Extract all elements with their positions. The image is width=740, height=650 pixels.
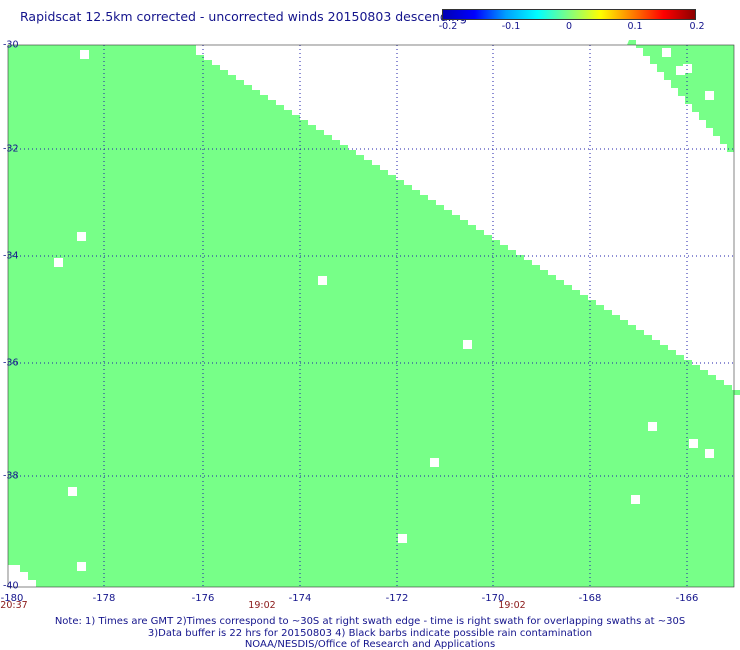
lon-label: -166 — [675, 593, 699, 604]
lat-label: -40 — [3, 580, 19, 592]
time-label: 20:37 — [0, 600, 28, 611]
missing-data-cell — [463, 340, 472, 349]
map-frame — [7, 44, 735, 588]
lat-label: -30 — [3, 39, 19, 51]
lat-label: -32 — [3, 143, 19, 155]
missing-data-cell — [683, 64, 692, 73]
missing-data-cell — [705, 449, 714, 458]
lat-label: -34 — [3, 250, 19, 262]
colorbar-tick-label: 0.2 — [689, 21, 705, 32]
color-scale-bar — [442, 9, 696, 20]
lon-label: -176 — [191, 593, 215, 604]
main-swath-polygon — [8, 45, 740, 587]
lat-lon-grid — [8, 45, 734, 587]
missing-data-cell — [398, 534, 407, 543]
time-label: 19:02 — [248, 600, 276, 611]
page-title: Rapidscat 12.5km corrected - uncorrected… — [20, 9, 468, 24]
colorbar-tick-label: -0.1 — [501, 21, 521, 32]
lat-label: -36 — [3, 357, 19, 369]
missing-data-cell — [662, 48, 671, 57]
footnote-line-1: Note: 1) Times are GMT 2)Times correspon… — [54, 616, 686, 627]
lon-label: -168 — [578, 593, 602, 604]
lon-label: -170 — [481, 593, 505, 604]
lat-label: -38 — [3, 470, 19, 482]
missing-data-cells — [54, 48, 714, 571]
missing-data-cell — [705, 91, 714, 100]
colorbar-tick-label: 0 — [565, 21, 573, 32]
missing-data-cell — [68, 487, 77, 496]
footnote-line-3: NOAA/NESDIS/Office of Research and Appli… — [244, 639, 496, 650]
corner-swath-polygon — [627, 40, 734, 160]
colorbar-tick-label: 0.1 — [627, 21, 643, 32]
missing-data-cell — [689, 439, 698, 448]
missing-data-cell — [648, 422, 657, 431]
footnote-line-2: 3)Data buffer is 22 hrs for 20150803 4) … — [147, 628, 593, 639]
lon-label: -172 — [385, 593, 409, 604]
missing-data-cell — [77, 562, 86, 571]
missing-data-cell — [631, 495, 640, 504]
missing-data-cell — [77, 232, 86, 241]
missing-data-cell — [430, 458, 439, 467]
lon-label: -178 — [92, 593, 116, 604]
lon-label: -180 — [0, 593, 24, 604]
time-label: 19:02 — [498, 600, 526, 611]
lon-label: -174 — [288, 593, 312, 604]
missing-data-cell — [676, 66, 685, 75]
wind-map — [7, 40, 740, 588]
wind-swath-area — [8, 40, 740, 587]
missing-data-cell — [318, 276, 327, 285]
colorbar-tick-label: -0.2 — [438, 21, 458, 32]
missing-data-cell — [54, 258, 63, 267]
missing-data-cell — [80, 50, 89, 59]
